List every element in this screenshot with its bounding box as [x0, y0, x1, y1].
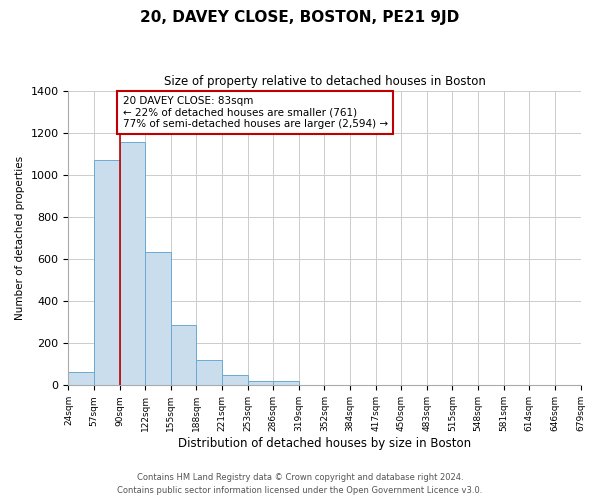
Bar — [171, 326, 196, 386]
Text: 20, DAVEY CLOSE, BOSTON, PE21 9JD: 20, DAVEY CLOSE, BOSTON, PE21 9JD — [140, 10, 460, 25]
Text: 20 DAVEY CLOSE: 83sqm
← 22% of detached houses are smaller (761)
77% of semi-det: 20 DAVEY CLOSE: 83sqm ← 22% of detached … — [122, 96, 388, 129]
Y-axis label: Number of detached properties: Number of detached properties — [15, 156, 25, 320]
Bar — [119, 142, 145, 386]
Bar — [145, 252, 171, 386]
Bar — [68, 372, 94, 386]
Text: Contains HM Land Registry data © Crown copyright and database right 2024.
Contai: Contains HM Land Registry data © Crown c… — [118, 474, 482, 495]
Title: Size of property relative to detached houses in Boston: Size of property relative to detached ho… — [164, 75, 485, 88]
X-axis label: Distribution of detached houses by size in Boston: Distribution of detached houses by size … — [178, 437, 471, 450]
Bar — [273, 381, 299, 386]
Bar — [94, 160, 119, 386]
Bar — [196, 360, 222, 386]
Bar — [248, 380, 273, 386]
Bar — [222, 376, 248, 386]
